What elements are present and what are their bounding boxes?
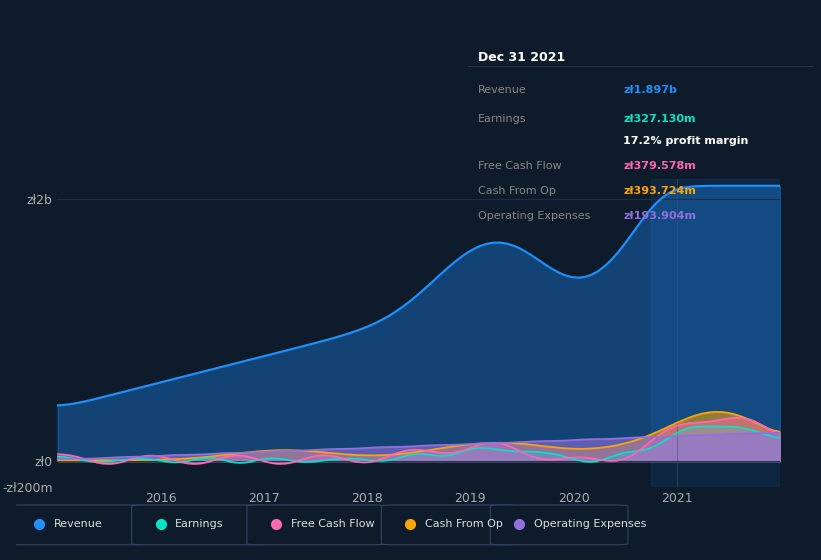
Text: zł327.130m: zł327.130m xyxy=(623,114,695,124)
Text: Cash From Op: Cash From Op xyxy=(425,519,502,529)
FancyBboxPatch shape xyxy=(490,505,628,545)
Text: Free Cash Flow: Free Cash Flow xyxy=(479,161,562,171)
Text: zł379.578m: zł379.578m xyxy=(623,161,696,171)
Text: zł393.724m: zł393.724m xyxy=(623,186,696,196)
Text: zł193.904m: zł193.904m xyxy=(623,211,696,221)
Text: Operating Expenses: Operating Expenses xyxy=(479,211,590,221)
Text: Revenue: Revenue xyxy=(53,519,103,529)
FancyBboxPatch shape xyxy=(247,505,385,545)
Text: zł1.897b: zł1.897b xyxy=(623,85,677,95)
Text: Free Cash Flow: Free Cash Flow xyxy=(291,519,374,529)
Text: Dec 31 2021: Dec 31 2021 xyxy=(479,51,566,64)
FancyBboxPatch shape xyxy=(131,505,269,545)
Text: Cash From Op: Cash From Op xyxy=(479,186,556,196)
Text: Operating Expenses: Operating Expenses xyxy=(534,519,646,529)
Text: Earnings: Earnings xyxy=(175,519,224,529)
Text: Revenue: Revenue xyxy=(479,85,527,95)
Bar xyxy=(651,179,780,487)
FancyBboxPatch shape xyxy=(382,505,519,545)
Text: Earnings: Earnings xyxy=(479,114,527,124)
FancyBboxPatch shape xyxy=(10,505,148,545)
Text: 17.2% profit margin: 17.2% profit margin xyxy=(623,137,749,146)
